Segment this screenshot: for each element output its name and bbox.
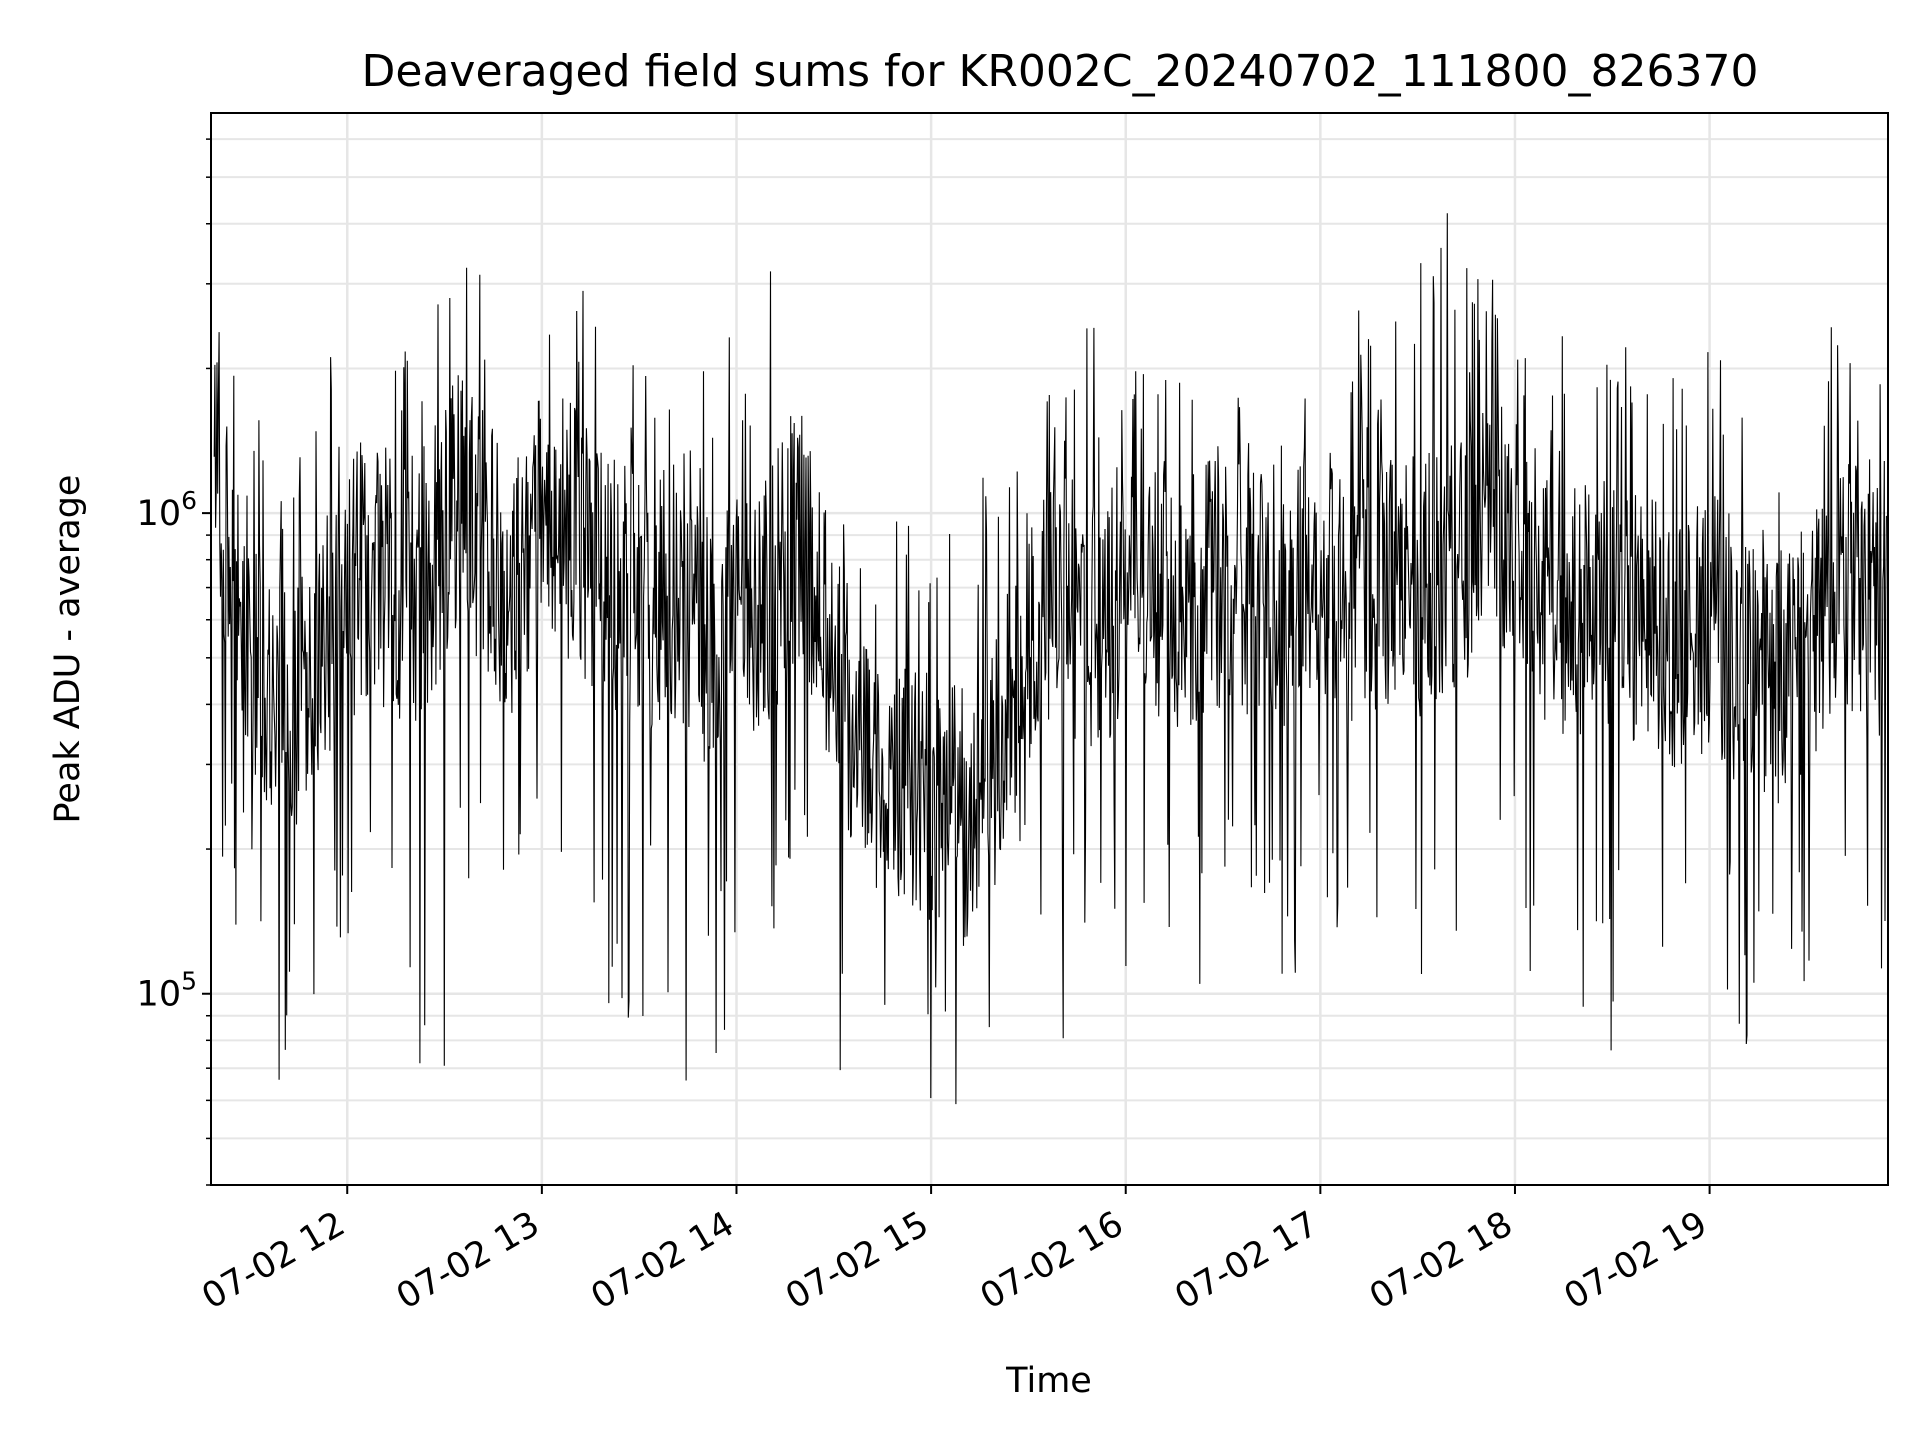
series-line (213, 213, 1887, 1105)
chart-title: Deaveraged field sums for KR002C_2024070… (362, 46, 1759, 97)
plot-frame (210, 112, 1889, 1186)
y-axis-label: Peak ADU - average (48, 475, 88, 824)
x-axis-label: Time (1005, 1361, 1092, 1401)
data-series (213, 213, 1887, 1105)
